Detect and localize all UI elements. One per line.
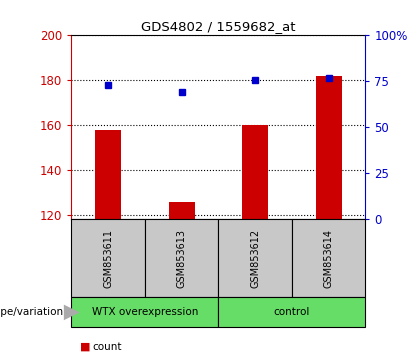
Text: control: control xyxy=(274,307,310,318)
Text: GSM853613: GSM853613 xyxy=(177,229,186,288)
Title: GDS4802 / 1559682_at: GDS4802 / 1559682_at xyxy=(141,20,296,33)
Text: GSM853611: GSM853611 xyxy=(103,229,113,288)
Text: ■: ■ xyxy=(80,342,90,352)
Text: WTX overexpression: WTX overexpression xyxy=(92,307,198,318)
Bar xyxy=(316,76,341,219)
Bar xyxy=(169,201,194,219)
Text: GSM853614: GSM853614 xyxy=(324,229,333,288)
Text: GSM853612: GSM853612 xyxy=(250,229,260,288)
Bar xyxy=(242,125,268,219)
Bar xyxy=(95,130,121,219)
Text: genotype/variation: genotype/variation xyxy=(0,307,63,318)
Text: count: count xyxy=(92,342,122,352)
